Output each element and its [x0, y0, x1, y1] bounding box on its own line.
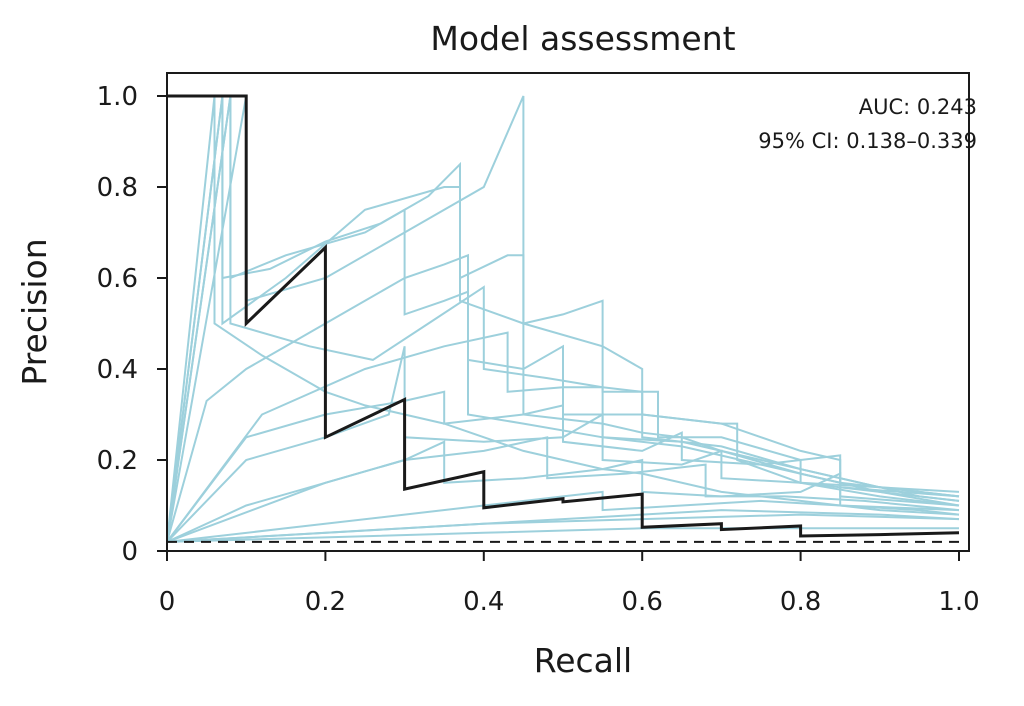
x-tick-label: 0.8	[780, 587, 821, 617]
bootstrap-curve-4	[166, 95, 960, 543]
y-tick-label: 0.2	[97, 446, 138, 476]
main-pr-curve	[167, 94, 960, 538]
x-tick-label: 0.4	[463, 587, 504, 617]
x-tick-label: 1.0	[938, 587, 979, 617]
bootstrap-curve-16	[166, 436, 960, 543]
y-axis-title: Precision	[15, 238, 54, 385]
y-tick-label: 1.0	[97, 82, 138, 112]
y-tick-label: 0.4	[97, 355, 138, 385]
bootstrap-curves	[166, 95, 960, 543]
y-tick-label: 0.6	[97, 264, 138, 294]
bootstrap-curve-15	[166, 95, 960, 543]
y-tick-label: 0.8	[97, 173, 138, 203]
x-axis-title: Recall	[534, 641, 632, 680]
x-tick-label: 0.2	[305, 587, 346, 617]
bootstrap-curve-7	[166, 95, 960, 543]
ci-annotation: 95% CI: 0.138–0.339	[758, 129, 977, 153]
bootstrap-curve-12	[166, 527, 959, 543]
bootstrap-curve-6	[166, 390, 960, 543]
auc-annotation: AUC: 0.243	[859, 95, 977, 119]
x-tick-label: 0.6	[622, 587, 663, 617]
main-curve-group	[167, 94, 960, 538]
bootstrap-curve-8	[166, 346, 960, 543]
y-axis: 0 0.2 0.4 0.6 0.8 1.0	[97, 82, 167, 567]
bootstrap-curve-10	[166, 490, 960, 543]
x-tick-label: 0	[159, 587, 176, 617]
x-axis: 0 0.2 0.4 0.6 0.8 1.0	[159, 551, 980, 617]
plot-frame	[166, 72, 970, 552]
y-tick-label: 0	[121, 537, 138, 567]
chart-title: Model assessment	[430, 19, 735, 58]
